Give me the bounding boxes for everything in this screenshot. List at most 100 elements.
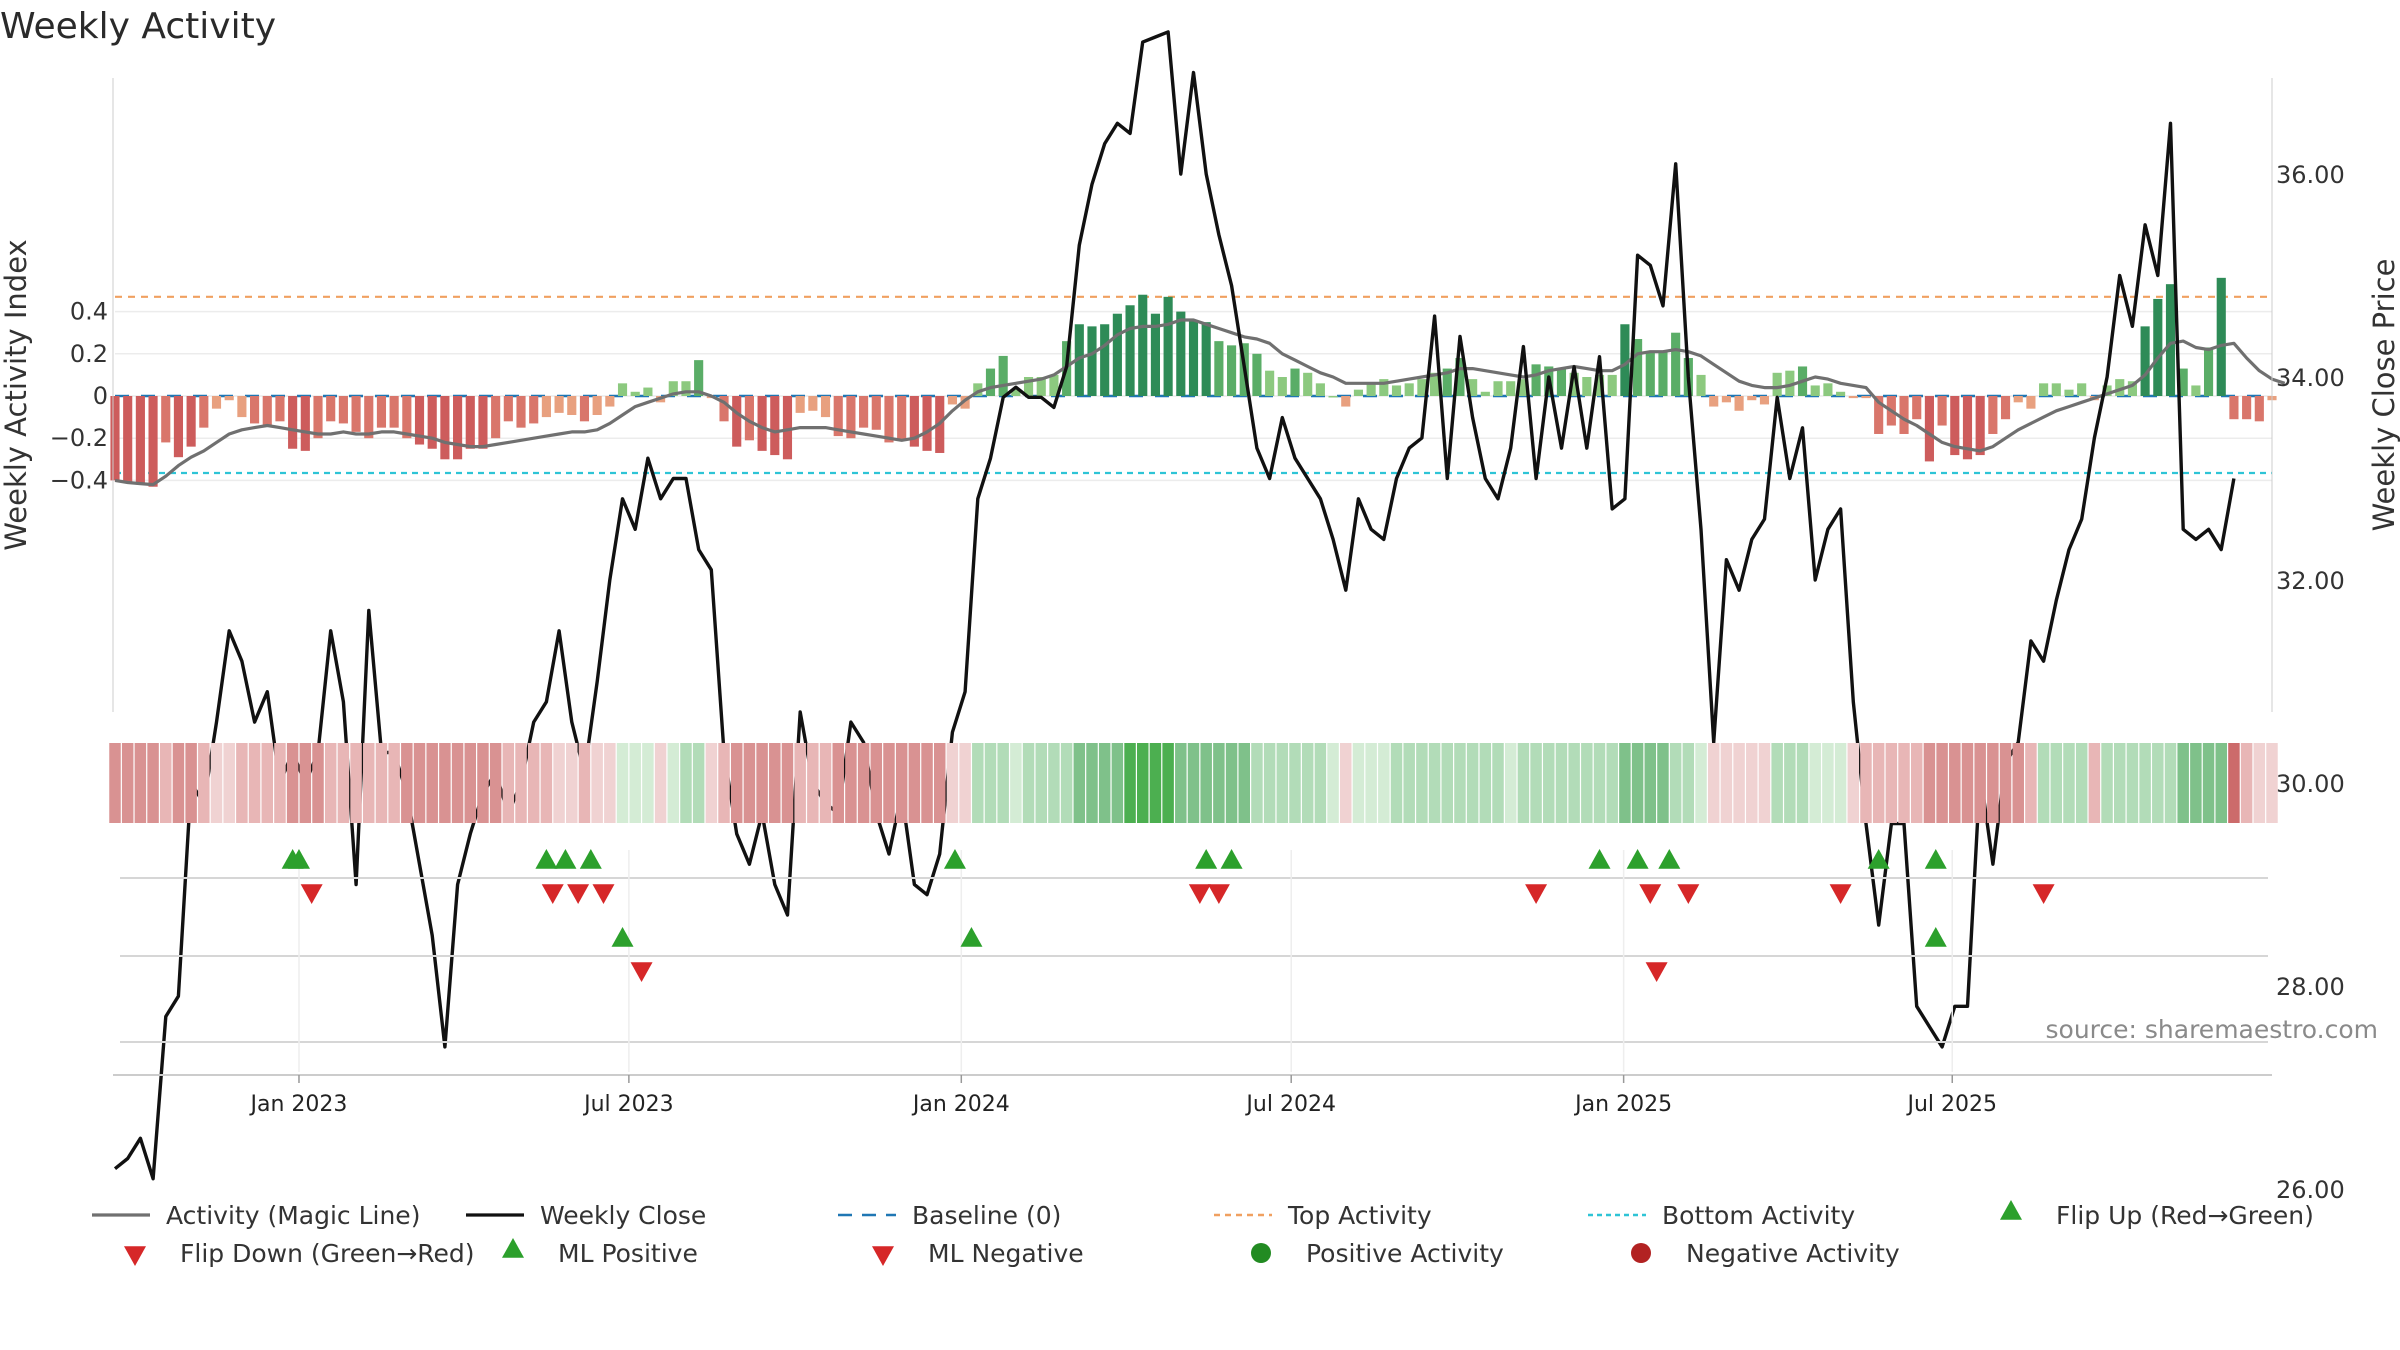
- strip-cell: [2088, 743, 2101, 823]
- strip-cell: [299, 743, 312, 823]
- strip-cell: [972, 743, 984, 823]
- strip-cell: [629, 743, 641, 823]
- strip-cell: [1707, 743, 1720, 823]
- activity-bar: [1341, 396, 1351, 407]
- activity-bar: [503, 396, 513, 422]
- strip-cell: [439, 743, 451, 823]
- activity-bar: [859, 396, 869, 428]
- x-axis-ticks: Jan 2023 Jul 2023 Jan 2024 Jul 2024 Jan 2025…: [113, 1074, 2272, 1117]
- activity-bar: [871, 396, 881, 430]
- strip-cell: [1073, 743, 1086, 823]
- activity-heat-strip: [109, 743, 2278, 823]
- activity-bar: [1848, 396, 1858, 399]
- strip-cell: [1175, 743, 1187, 823]
- activity-bar: [1265, 370, 1275, 396]
- strip-cell: [1517, 743, 1530, 823]
- strip-cell: [1949, 743, 1961, 823]
- activity-bar: [1696, 374, 1706, 396]
- tick-labels: 0.4 0.2 0 −0.2 −0.4 36.00 34.00 32.00 30.00 28.00…: [50, 161, 2345, 1204]
- activity-bar: [1912, 396, 1922, 420]
- strip-cell: [1974, 743, 1986, 823]
- strip-cell: [2240, 743, 2253, 823]
- flip-up-marker: [1867, 849, 1890, 869]
- flip-down-marker: [567, 884, 590, 904]
- activity-bar: [820, 396, 831, 418]
- strip-cell: [2253, 743, 2266, 823]
- activity-bar: [110, 396, 120, 481]
- activity-bar: [947, 396, 957, 405]
- activity-bar: [1493, 381, 1503, 396]
- activity-bar: [1277, 377, 1287, 396]
- strip-cell: [1923, 743, 1936, 823]
- activity-bar: [2165, 284, 2176, 396]
- activity-bar: [1315, 383, 1325, 396]
- activity-bar: [186, 396, 196, 447]
- activity-bar: [1556, 368, 1567, 396]
- strip-cell: [743, 743, 756, 823]
- activity-bar: [1671, 332, 1681, 396]
- strip-cell: [1466, 743, 1479, 823]
- right-tick-label: 34.00: [2276, 364, 2345, 392]
- strip-cell: [2190, 743, 2202, 823]
- strip-cell: [2037, 743, 2050, 823]
- activity-bar: [782, 396, 793, 460]
- strip-cell: [1276, 743, 1289, 823]
- legend-label: ML Positive: [558, 1239, 698, 1268]
- flip-up-marker: [1220, 849, 1243, 869]
- left-tick-label: 0.4: [70, 298, 108, 326]
- strip-cell: [883, 743, 895, 823]
- activity-bar: [491, 396, 501, 439]
- activity-bar: [1150, 313, 1161, 396]
- strip-cell: [121, 743, 134, 823]
- activity-bar: [2000, 396, 2011, 420]
- activity-bar: [2203, 347, 2214, 396]
- activity-bar: [1138, 294, 1148, 396]
- right-tick-label: 30.00: [2276, 770, 2345, 798]
- activity-bar: [998, 355, 1008, 396]
- activity-bar: [1404, 383, 1414, 396]
- activity-bar: [1480, 391, 1490, 396]
- strip-cell: [1365, 743, 1377, 823]
- strip-cell: [1390, 743, 1403, 823]
- strip-cell: [286, 743, 299, 823]
- strip-cell: [1251, 743, 1263, 823]
- strip-cell: [312, 743, 324, 823]
- strip-cell: [1898, 743, 1910, 823]
- strip-cell: [870, 743, 883, 823]
- activity-bar: [1620, 324, 1630, 396]
- flip-up-marker: [943, 849, 966, 869]
- strip-cell: [1593, 743, 1606, 823]
- activity-bar: [1087, 326, 1097, 396]
- activity-bar: [1442, 368, 1452, 396]
- strip-cell: [1834, 743, 1847, 823]
- activity-bar: [973, 383, 983, 396]
- ml-positive-marker: [960, 927, 983, 947]
- legend-label: Top Activity: [1287, 1201, 1432, 1230]
- strip-cell: [236, 743, 248, 823]
- strip-cell: [807, 743, 819, 823]
- strip-cell: [1568, 743, 1580, 823]
- activity-bar: [1303, 372, 1313, 396]
- legend-symbol: [1631, 1243, 1651, 1263]
- flip-down-marker: [1639, 884, 1662, 904]
- strip-cell: [2228, 743, 2240, 823]
- activity-bar: [1417, 379, 1427, 396]
- activity-bar: [1328, 396, 1338, 398]
- flip-down-marker: [1677, 884, 1700, 904]
- flip-up-marker: [287, 849, 310, 869]
- activity-bar: [1100, 324, 1110, 396]
- left-axis-label: Weekly Activity Index: [0, 239, 33, 550]
- activity-bar: [567, 396, 577, 415]
- activity-bars: [110, 277, 2277, 487]
- flip-down-marker: [592, 884, 615, 904]
- activity-bar: [2115, 379, 2125, 396]
- legend-label: Positive Activity: [1306, 1239, 1504, 1268]
- activity-bar: [2153, 298, 2163, 396]
- flip-down-marker: [1525, 884, 1548, 904]
- activity-bar: [1226, 345, 1237, 396]
- strip-cell: [489, 743, 502, 823]
- strip-cell: [1111, 743, 1124, 823]
- strip-cell: [857, 743, 870, 823]
- activity-bar: [1290, 368, 1300, 396]
